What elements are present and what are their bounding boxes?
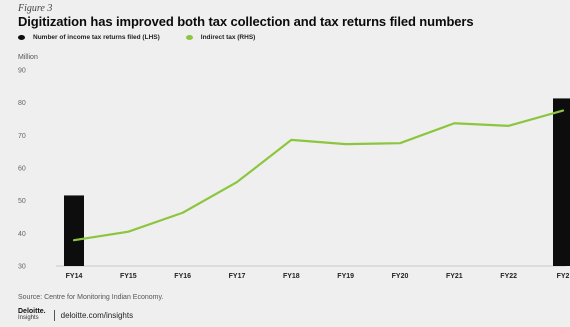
logo-sub: Insights: [18, 315, 39, 321]
x-tick-label: FY2: [557, 273, 570, 280]
x-tick-label: FY22: [500, 273, 517, 280]
x-tick-label: FY20: [392, 273, 409, 280]
deloitte-logo: Deloitte. Insights: [18, 308, 46, 321]
figure-label: Figure 3: [18, 3, 53, 14]
x-tick-label: FY14: [66, 273, 83, 280]
chart-title: Digitization has improved both tax colle…: [18, 14, 474, 29]
legend-item-returns: Number of income tax returns filed (LHS): [18, 34, 160, 41]
logo-main: Deloitte.: [18, 308, 46, 315]
series-line-indirect-tax: [72, 109, 565, 242]
x-tick-label: FY21: [446, 273, 463, 280]
legend-label-indirect-tax: Indirect tax (RHS): [200, 34, 256, 41]
y-tick-label: 40: [18, 231, 26, 238]
y-axis-unit: Million: [18, 54, 38, 61]
x-tick-label: FY19: [337, 273, 354, 280]
legend-swatch-returns: [18, 35, 25, 40]
bar: [64, 195, 84, 266]
y-tick-label: 60: [18, 166, 26, 173]
bar: [553, 98, 570, 266]
footer-link[interactable]: deloitte.com/insights: [60, 310, 134, 320]
y-tick-label: 80: [18, 100, 26, 107]
x-tick-label: FY18: [283, 273, 300, 280]
footer-divider: [53, 309, 55, 321]
y-tick-label: 70: [18, 133, 26, 140]
legend-label-returns: Number of income tax returns filed (LHS): [33, 34, 160, 41]
x-tick-label: FY16: [174, 273, 191, 280]
source-note: Source: Centre for Monitoring Indian Eco…: [18, 294, 164, 301]
legend: Number of income tax returns filed (LHS)…: [18, 34, 281, 41]
legend-swatch-indirect-tax: [185, 35, 193, 40]
x-tick-label: FY15: [120, 273, 137, 280]
x-tick-label: FY17: [229, 273, 246, 280]
legend-item-indirect-tax: Indirect tax (RHS): [185, 34, 256, 41]
footer: Deloitte. Insights deloitte.com/insights: [18, 308, 134, 321]
y-tick-label: 90: [18, 68, 26, 75]
y-tick-label: 30: [18, 264, 26, 271]
y-tick-label: 50: [18, 198, 26, 205]
